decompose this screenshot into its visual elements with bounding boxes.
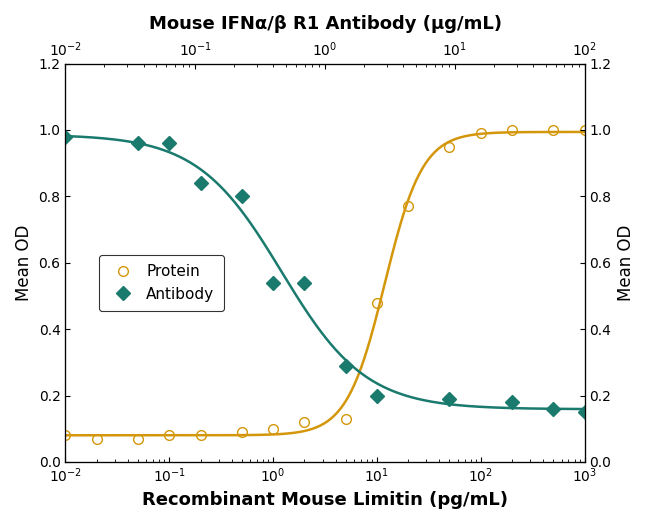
Antibody (165, 140, 173, 146)
Antibody (62, 134, 70, 140)
Line: Antibody: Antibody (60, 132, 590, 417)
X-axis label: Recombinant Mouse Limitin (pg/mL): Recombinant Mouse Limitin (pg/mL) (142, 491, 508, 509)
Protein (165, 432, 173, 439)
Protein (446, 144, 454, 150)
Protein (549, 127, 557, 133)
Antibody (300, 280, 308, 286)
Protein (238, 429, 246, 435)
Antibody (238, 193, 246, 200)
Antibody (373, 392, 381, 399)
Protein (134, 435, 142, 442)
Protein (62, 432, 70, 439)
Protein (508, 127, 516, 133)
Antibody (580, 409, 588, 416)
Protein (300, 419, 308, 425)
Protein (342, 416, 350, 422)
Protein (196, 432, 204, 439)
Protein (269, 425, 277, 432)
Antibody (134, 140, 142, 146)
Antibody (342, 363, 350, 369)
Antibody (196, 180, 204, 186)
Y-axis label: Mean OD: Mean OD (617, 225, 635, 301)
Y-axis label: Mean OD: Mean OD (15, 225, 33, 301)
Protein (93, 435, 101, 442)
Protein (404, 203, 412, 210)
Legend: Protein, Antibody: Protein, Antibody (99, 255, 224, 311)
Antibody (508, 399, 516, 406)
Protein (373, 300, 381, 306)
Antibody (269, 280, 277, 286)
X-axis label: Mouse IFNα/β R1 Antibody (μg/mL): Mouse IFNα/β R1 Antibody (μg/mL) (148, 15, 502, 33)
Antibody (549, 406, 557, 412)
Line: Protein: Protein (60, 125, 590, 444)
Protein (477, 130, 485, 136)
Antibody (446, 396, 454, 402)
Protein (580, 127, 588, 133)
